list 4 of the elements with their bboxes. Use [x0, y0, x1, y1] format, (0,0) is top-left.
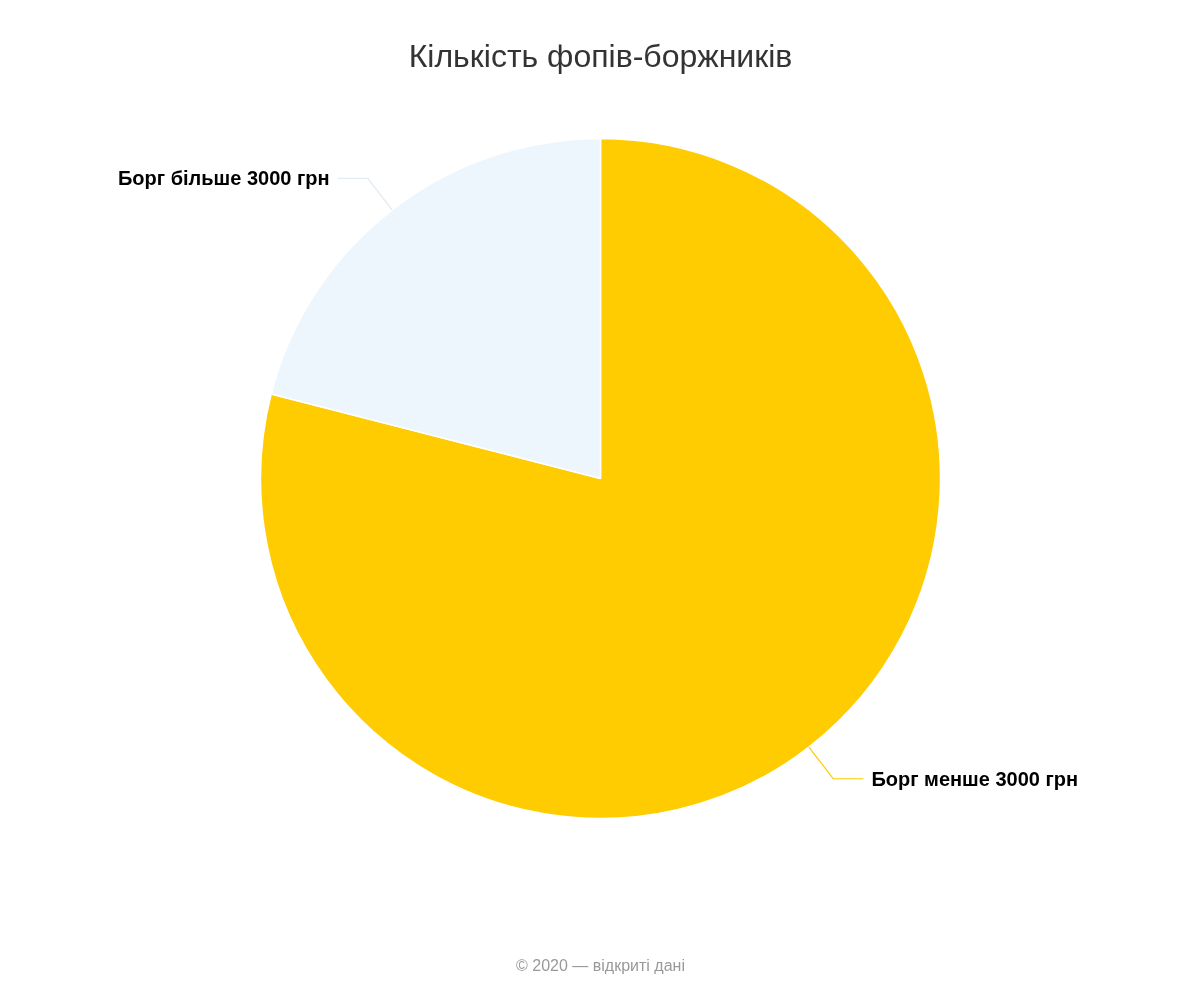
slice-label: Борг менше 3000 грн — [871, 767, 1079, 790]
chart-title: Кількість фопів-боржників — [408, 37, 793, 74]
slice-label: Борг більше 3000 грн — [117, 167, 330, 190]
text: © 2020 — відкриті дані — [516, 957, 685, 974]
